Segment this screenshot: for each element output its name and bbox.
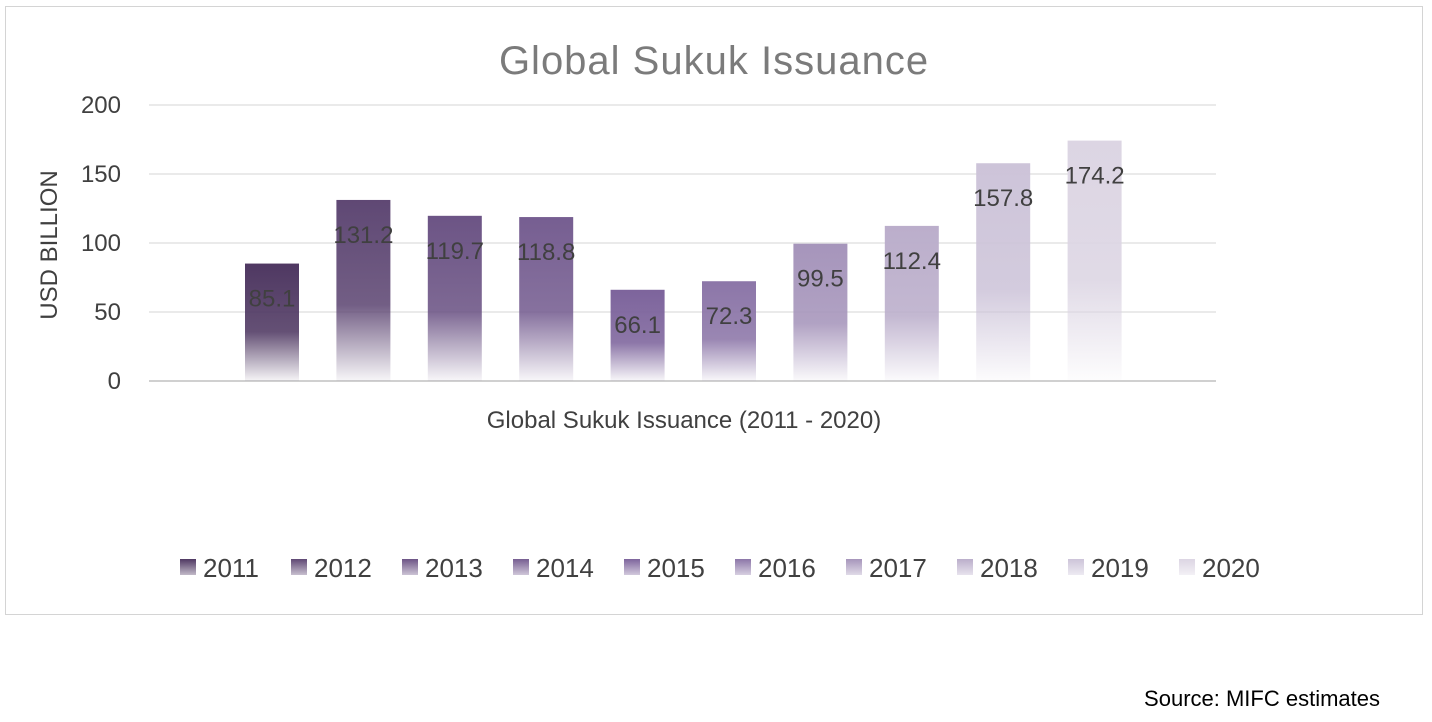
data-label-2019: 157.8 xyxy=(973,185,1033,212)
legend-label-2012: 2012 xyxy=(314,553,372,583)
source-note: Source: MIFC estimates xyxy=(1144,686,1380,711)
legend-swatch-2020 xyxy=(1179,559,1195,575)
y-tick-label: 0 xyxy=(108,368,121,395)
y-axis-ticks: 0 50 100 150 200 xyxy=(81,92,121,395)
legend-label-2013: 2013 xyxy=(425,553,483,583)
bars xyxy=(245,140,1122,381)
legend-label-2019: 2019 xyxy=(1091,553,1149,583)
chart-title: Global Sukuk Issuance xyxy=(499,39,929,83)
legend-swatch-2014 xyxy=(513,559,529,575)
bar-2012 xyxy=(336,199,391,381)
legend-swatch-2019 xyxy=(1068,559,1084,575)
data-label-2020: 174.2 xyxy=(1065,163,1125,190)
legend-label-2011: 2011 xyxy=(203,553,259,583)
bar-2016 xyxy=(702,281,756,381)
legend: 2011 2012 2013 2014 2015 2016 2017 2018 2019 2020 xyxy=(180,553,1260,583)
gridlines xyxy=(149,104,1216,382)
bar-2020 xyxy=(1067,140,1122,381)
legend-label-2018: 2018 xyxy=(980,553,1038,583)
data-label-2011: 85.1 xyxy=(249,286,296,313)
bar-2017 xyxy=(793,243,848,381)
data-label-2012: 131.2 xyxy=(333,222,393,249)
y-tick-label: 50 xyxy=(94,299,121,326)
y-tick-label: 200 xyxy=(81,92,121,119)
legend-label-2020: 2020 xyxy=(1202,553,1260,583)
bar-2014 xyxy=(519,217,574,381)
legend-label-2015: 2015 xyxy=(647,553,705,583)
bar-2013 xyxy=(427,215,482,381)
legend-swatch-2017 xyxy=(846,559,862,575)
y-tick-label: 100 xyxy=(81,230,121,257)
y-tick-label: 150 xyxy=(81,161,121,188)
legend-swatch-2015 xyxy=(624,559,640,575)
x-axis-title: Global Sukuk Issuance (2011 - 2020) xyxy=(487,407,881,434)
legend-label-2014: 2014 xyxy=(536,553,594,583)
y-axis-title: USD BILLION xyxy=(36,170,63,319)
data-label-2015: 66.1 xyxy=(614,312,661,339)
legend-swatch-2018 xyxy=(957,559,973,575)
legend-label-2016: 2016 xyxy=(758,553,816,583)
bar-2018 xyxy=(884,225,939,381)
bar-2011 xyxy=(245,263,299,381)
legend-label-2017: 2017 xyxy=(869,553,927,583)
data-label-2016: 72.3 xyxy=(706,303,753,330)
legend-swatch-2016 xyxy=(735,559,751,575)
data-label-2017: 99.5 xyxy=(797,266,844,293)
legend-swatch-2012 xyxy=(291,559,307,575)
data-label-2013: 119.7 xyxy=(426,238,484,265)
data-label-2018: 112.4 xyxy=(883,248,941,275)
legend-swatch-2011 xyxy=(180,559,196,575)
data-labels: 85.1 131.2 119.7 118.8 66.1 72.3 99.5 112.4 157.… xyxy=(249,163,1125,339)
chart-frame: Global Sukuk Issuance 0 50 100 150 200 USD B… xyxy=(5,6,1423,615)
bar-chart: Global Sukuk Issuance 0 50 100 150 200 USD B… xyxy=(36,39,1260,583)
bar-2019 xyxy=(976,163,1031,381)
bar-2015 xyxy=(610,289,665,381)
data-label-2014: 118.8 xyxy=(517,239,575,266)
legend-swatch-2013 xyxy=(402,559,418,575)
